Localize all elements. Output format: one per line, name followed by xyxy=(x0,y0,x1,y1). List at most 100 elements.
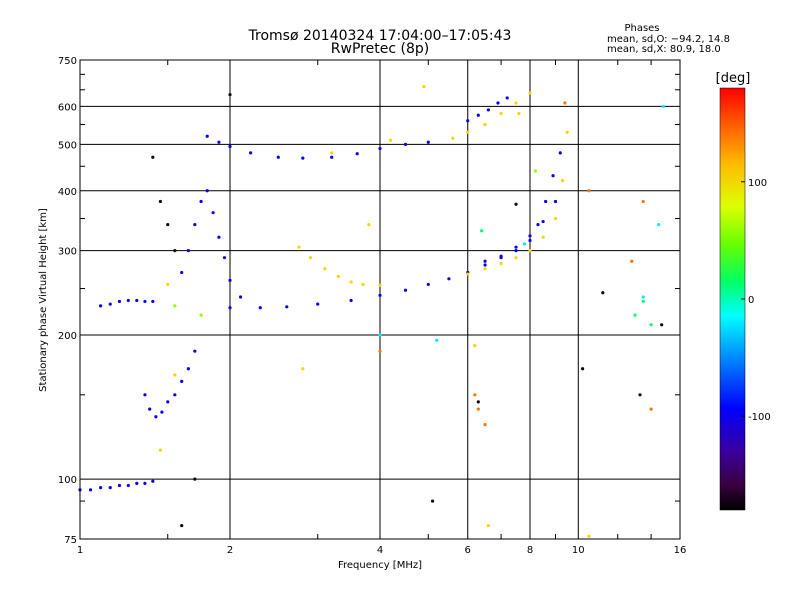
data-point xyxy=(466,119,470,123)
data-point xyxy=(473,344,477,348)
data-point xyxy=(151,299,155,304)
data-point xyxy=(285,305,289,309)
data-point xyxy=(301,156,305,160)
stats-line-x: mean, sd,X: 80.9, 18.0 xyxy=(607,44,721,55)
data-point xyxy=(117,483,122,488)
data-points xyxy=(78,84,665,538)
y-tick-label: 600 xyxy=(58,102,77,113)
data-point xyxy=(166,222,170,227)
x-tick-label: 16 xyxy=(674,545,687,556)
x-tick-label: 1 xyxy=(77,545,83,556)
data-point xyxy=(180,379,184,383)
data-point xyxy=(514,245,518,249)
data-point xyxy=(483,422,487,427)
y-tick-label: 100 xyxy=(58,475,77,486)
data-point xyxy=(422,84,426,89)
data-point xyxy=(336,274,340,279)
data-point xyxy=(160,410,164,414)
data-point xyxy=(563,101,567,105)
data-point xyxy=(565,130,569,134)
x-tick-label: 4 xyxy=(377,545,383,556)
data-point xyxy=(657,222,661,227)
data-point xyxy=(587,534,591,538)
data-point xyxy=(355,152,359,156)
data-point xyxy=(553,216,558,221)
data-point xyxy=(430,499,435,503)
data-point xyxy=(541,235,545,239)
data-point xyxy=(249,151,253,155)
data-point xyxy=(217,140,221,144)
colorbar-tick-label: 100 xyxy=(748,178,767,189)
axis-ticks: 1 2 4 6 8 10 16 75 100 200 300 400 500 600 750 xyxy=(58,56,686,556)
data-point xyxy=(158,199,163,204)
data-point xyxy=(514,101,518,105)
data-point xyxy=(199,313,203,317)
data-point xyxy=(276,155,280,159)
y-tick-label: 500 xyxy=(58,140,77,151)
data-point xyxy=(148,407,152,411)
y-tick-label: 400 xyxy=(58,187,77,198)
data-point xyxy=(476,407,480,411)
x-tick-label: 8 xyxy=(527,545,533,556)
data-point xyxy=(403,288,408,292)
data-point xyxy=(544,199,548,204)
data-point xyxy=(558,151,562,155)
y-tick-label: 300 xyxy=(58,247,77,258)
data-point xyxy=(349,298,353,303)
data-point xyxy=(514,249,518,253)
data-point xyxy=(238,295,243,299)
data-point xyxy=(126,298,130,303)
data-point xyxy=(601,291,605,295)
y-axis-label: Stationary phase Virtual Height [km] xyxy=(38,208,49,392)
data-point xyxy=(258,306,262,310)
data-point xyxy=(661,104,665,109)
grid-lines xyxy=(80,60,680,539)
x-axis-label: Frequency [MHz] xyxy=(338,560,422,571)
data-point xyxy=(108,302,112,306)
data-point xyxy=(522,242,527,246)
data-point xyxy=(514,202,518,206)
data-point xyxy=(173,393,177,397)
data-point xyxy=(143,481,147,485)
data-point xyxy=(126,483,130,488)
data-point xyxy=(641,199,645,204)
data-point xyxy=(186,249,190,253)
data-point xyxy=(496,101,500,105)
data-point xyxy=(135,298,139,303)
data-point xyxy=(323,267,327,271)
data-point xyxy=(173,304,177,308)
data-point xyxy=(536,222,540,227)
data-point xyxy=(517,111,521,116)
data-point xyxy=(211,211,215,215)
chart-title: Tromsø 20140324 17:04:00–17:05:43 xyxy=(248,28,512,44)
data-point xyxy=(166,400,170,404)
data-point xyxy=(466,130,470,134)
colorbar-tick-label: 0 xyxy=(748,295,754,306)
data-point xyxy=(551,174,555,178)
data-point xyxy=(426,140,430,144)
data-point xyxy=(499,256,503,260)
y-tick-label: 750 xyxy=(58,56,77,67)
data-point xyxy=(403,142,408,146)
data-point xyxy=(367,222,371,227)
data-point xyxy=(135,481,139,485)
data-point xyxy=(308,256,313,260)
data-point xyxy=(193,349,197,353)
data-point xyxy=(158,448,163,452)
data-point xyxy=(486,108,490,112)
data-point xyxy=(473,393,477,397)
data-point xyxy=(483,267,487,271)
data-point xyxy=(451,136,455,140)
data-point xyxy=(222,256,227,260)
data-point xyxy=(378,146,382,151)
data-point xyxy=(154,415,158,419)
data-point xyxy=(641,299,645,304)
data-point xyxy=(378,293,382,297)
data-point xyxy=(166,282,170,287)
data-point xyxy=(297,245,301,249)
data-point xyxy=(217,235,221,239)
data-point xyxy=(466,272,470,276)
data-point xyxy=(505,96,509,100)
